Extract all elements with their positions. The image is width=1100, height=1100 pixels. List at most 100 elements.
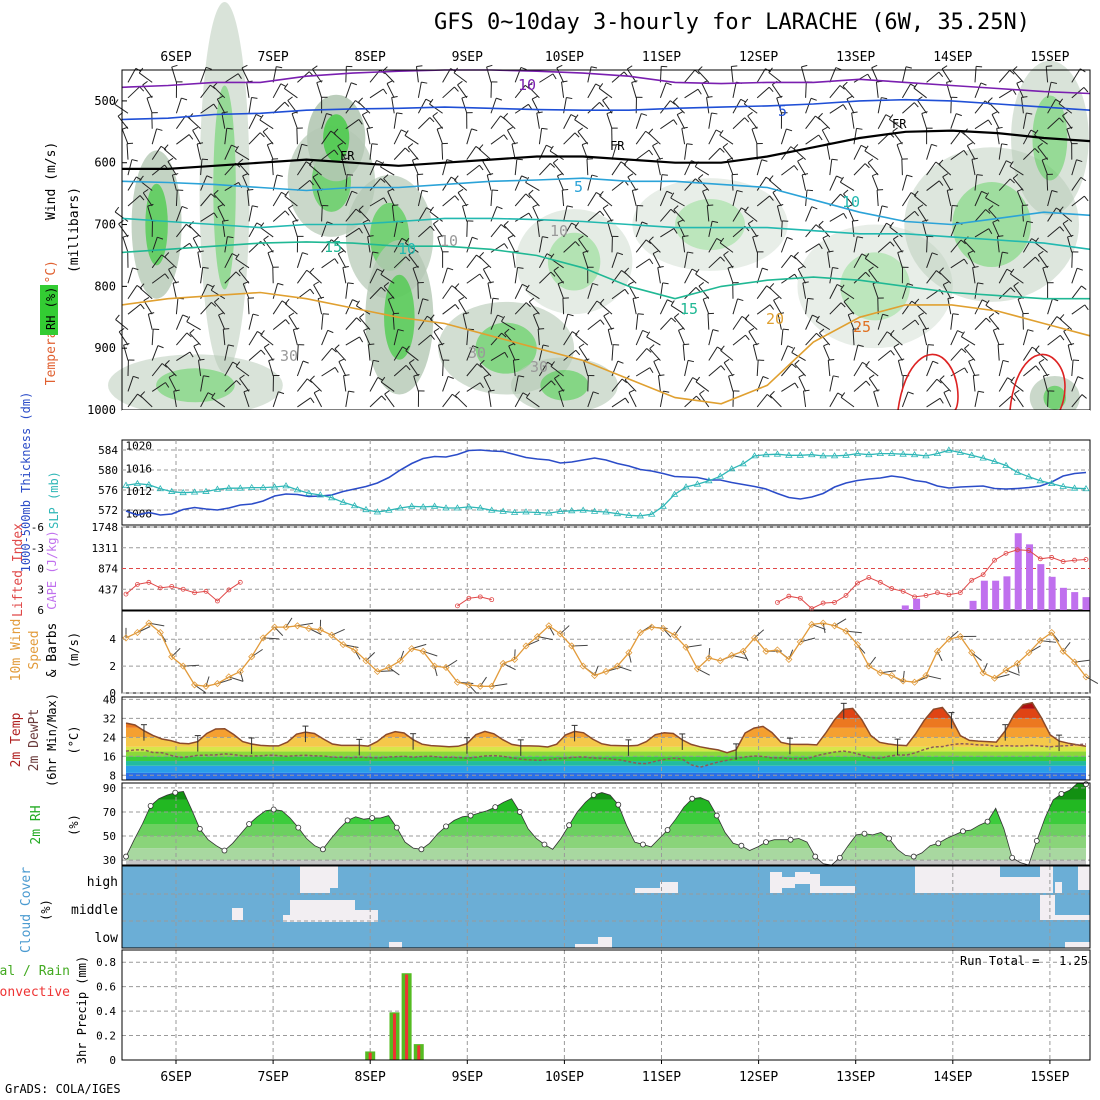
wind-barb	[393, 221, 398, 238]
wind-barb-flag	[404, 130, 409, 136]
wind-barb	[248, 349, 262, 361]
wind-barb	[599, 195, 613, 207]
wind-barb-flag	[156, 128, 163, 131]
wind-barb	[405, 350, 419, 361]
wind-barb	[1047, 207, 1057, 222]
wind-barb-flag	[550, 361, 555, 367]
wind-barb	[482, 268, 492, 284]
wind-barb	[587, 319, 601, 331]
wind-barb	[1022, 238, 1032, 253]
wind-barb-flag	[676, 111, 683, 115]
contour-label: 5	[778, 102, 787, 120]
wind-speed-marker	[773, 646, 781, 654]
wind-barb-flag	[404, 147, 410, 153]
wind-barb-flag	[550, 253, 555, 259]
wind-barb	[843, 301, 855, 315]
wind-barb	[1071, 251, 1073, 268]
wind-barb-flag	[947, 296, 954, 299]
wind-barb	[946, 190, 952, 207]
wind-barb-flag	[744, 117, 750, 123]
wind-barb-flag	[648, 236, 654, 242]
wind-barb-flag	[769, 390, 775, 396]
wind-barb	[1023, 365, 1037, 377]
contour-label: 15	[324, 238, 342, 256]
wind-barb-flag	[217, 95, 223, 100]
wind-barb	[889, 226, 903, 238]
wind-barb	[442, 376, 449, 392]
wind-barb	[1071, 68, 1081, 83]
wind-barb	[417, 207, 427, 222]
wind-barb-flag	[802, 281, 809, 284]
li-marker	[992, 557, 997, 563]
wind-barb-flag	[777, 203, 784, 207]
wind-barb	[998, 287, 1012, 300]
wind-barb-flag	[226, 127, 233, 130]
wind-barb-flag	[670, 300, 675, 306]
wind-barb	[309, 164, 322, 176]
wind-barb	[563, 222, 573, 238]
wind-barb-flag	[722, 142, 729, 148]
wind10m-axis-label: Speed	[27, 630, 42, 669]
temp2m-axis-label: (6hr Min/Max)	[45, 693, 59, 787]
wind-barb	[337, 253, 347, 269]
precip-tick: 0.6	[96, 981, 116, 994]
wind-barb-flag	[446, 159, 453, 162]
wind-barb-flag	[988, 313, 995, 318]
wind-barb	[660, 228, 675, 238]
wind-barb-flag	[836, 175, 843, 179]
rh-band	[126, 860, 1086, 865]
temp-contour	[121, 177, 1091, 226]
wind-barb-flag	[291, 111, 298, 115]
wind-tick: 2	[109, 660, 116, 673]
wind-barb-flag	[791, 363, 797, 369]
wind-barb	[635, 221, 643, 238]
freezing-label: FR	[892, 117, 907, 131]
wind-barb-flag	[550, 271, 556, 277]
wind-barb-flag	[292, 219, 299, 223]
wind-barb	[272, 283, 279, 299]
wind-barb	[926, 236, 928, 253]
wind-barb	[297, 378, 308, 392]
wind-barb-flag	[288, 204, 294, 209]
wind-barb	[635, 130, 647, 145]
wind-barb-flag	[988, 228, 993, 235]
wind-barb-flag	[382, 88, 388, 95]
cloud-gap	[300, 866, 330, 893]
wind-barb	[488, 391, 492, 407]
wind-barb	[1010, 273, 1024, 284]
wind-barb	[851, 112, 855, 129]
temp2m-axis-label: 2m Temp	[9, 712, 24, 767]
wind-barb	[442, 285, 453, 300]
wind-barb-flag	[372, 251, 379, 254]
rh-moist-core	[145, 183, 168, 266]
wind-barb-flag	[794, 359, 800, 365]
wind-barb	[127, 159, 133, 176]
wind-barb-flag	[957, 330, 964, 334]
wind-barb-flag	[227, 236, 234, 239]
wind-barb	[827, 360, 831, 377]
wind-barb	[926, 180, 940, 191]
x-tick-bottom: 14SEP	[933, 1070, 972, 1085]
rh-band	[126, 783, 1086, 800]
wind-barb	[563, 349, 577, 361]
wind-barb-flag	[122, 234, 129, 238]
wind-barb	[684, 360, 689, 377]
wind-barb-flag	[842, 104, 847, 110]
wind-barb-flag	[670, 192, 675, 199]
wind-barb-flag	[1081, 394, 1087, 399]
wind-barb	[942, 176, 952, 191]
wind-barb-flag	[673, 205, 679, 211]
slp-marker	[590, 507, 599, 514]
temp-frame	[121, 696, 1091, 781]
precip-axis-label: 3hr Precip (mm)	[75, 956, 89, 1064]
wind-barb	[998, 268, 1008, 284]
wind-barb	[514, 175, 523, 191]
wind-barb	[875, 81, 879, 98]
wind-barb	[635, 205, 638, 222]
wind-barb	[196, 143, 202, 160]
wind-barb	[922, 329, 928, 346]
wind-barb	[988, 209, 1000, 222]
wind-barb	[343, 375, 347, 392]
slp-line	[125, 449, 1087, 517]
wind-barb	[649, 348, 661, 361]
